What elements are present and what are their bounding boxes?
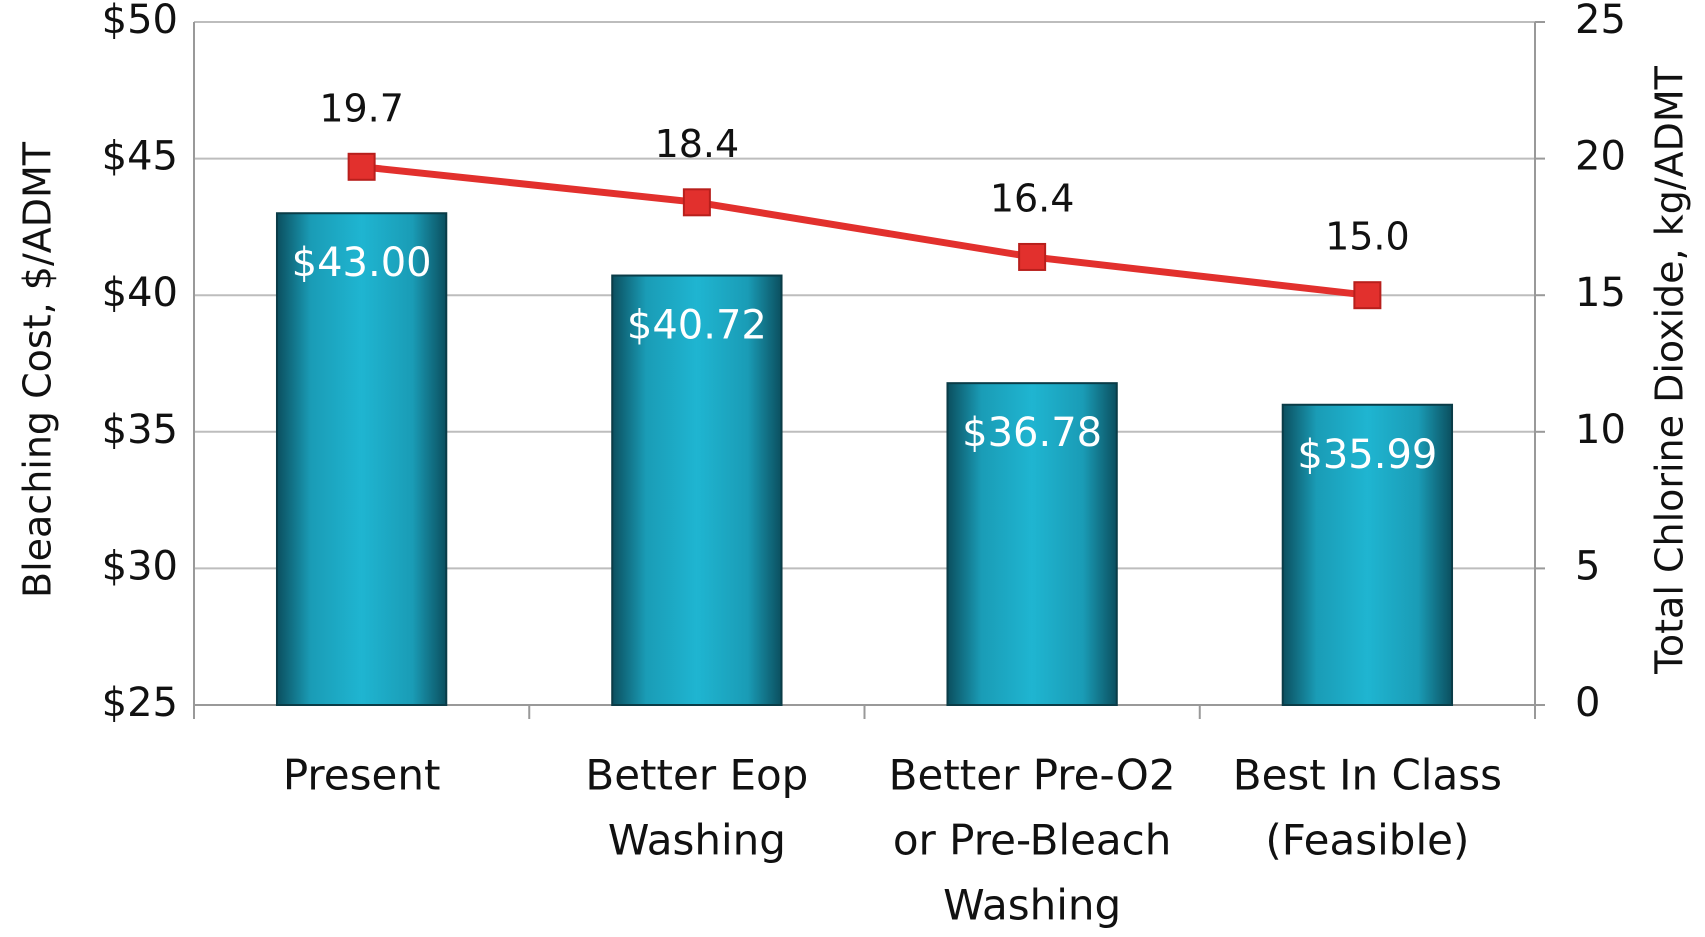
y-tick-label: $40 <box>102 270 178 316</box>
y-tick-label: $35 <box>102 407 178 453</box>
x-tick-label: Better Eop <box>585 751 808 800</box>
line-label: 15.0 <box>1325 215 1410 259</box>
x-tick-label: Better Pre-O2 <box>889 751 1176 800</box>
y2-tick-label: 10 <box>1575 407 1626 453</box>
line-label: 19.7 <box>319 86 404 130</box>
y-axis-title: Bleaching Cost, $/ADMT <box>16 141 60 598</box>
x-tick-label: Washing <box>943 881 1121 930</box>
line-label: 16.4 <box>990 176 1075 220</box>
y2-tick-label: 20 <box>1575 134 1626 180</box>
y2-tick-label: 25 <box>1575 0 1626 43</box>
y-tick-label: $30 <box>102 543 178 589</box>
marker <box>1018 242 1047 271</box>
x-tick-label: or Pre-Bleach <box>893 816 1172 865</box>
bar <box>275 212 448 707</box>
bar-label: $43.00 <box>292 240 432 286</box>
bar-label: $40.72 <box>627 303 767 349</box>
bar <box>946 382 1118 706</box>
bar-label: $36.78 <box>962 410 1102 456</box>
marker <box>347 152 376 181</box>
x-tick-label: Present <box>283 751 441 800</box>
y-tick-label: $45 <box>102 134 178 180</box>
bar-label: $35.99 <box>1297 432 1437 478</box>
y-tick-label: $25 <box>102 680 178 726</box>
x-tick-label: Washing <box>608 816 786 865</box>
line-label: 18.4 <box>655 122 740 166</box>
bar <box>1281 403 1454 706</box>
marker <box>1353 281 1382 310</box>
y2-tick-label: 5 <box>1575 543 1600 589</box>
y2-tick-label: 0 <box>1575 680 1600 726</box>
y2-tick-label: 15 <box>1575 270 1626 316</box>
y-tick-label: $50 <box>102 0 178 43</box>
marker <box>682 188 711 217</box>
y2-axis-title: Total Chlorine Dioxide, kg/ADMT <box>1648 65 1692 675</box>
x-tick-label: Best In Class <box>1233 751 1502 800</box>
x-tick-label: (Feasible) <box>1265 816 1469 865</box>
line <box>361 163 1368 299</box>
bar <box>611 274 783 706</box>
